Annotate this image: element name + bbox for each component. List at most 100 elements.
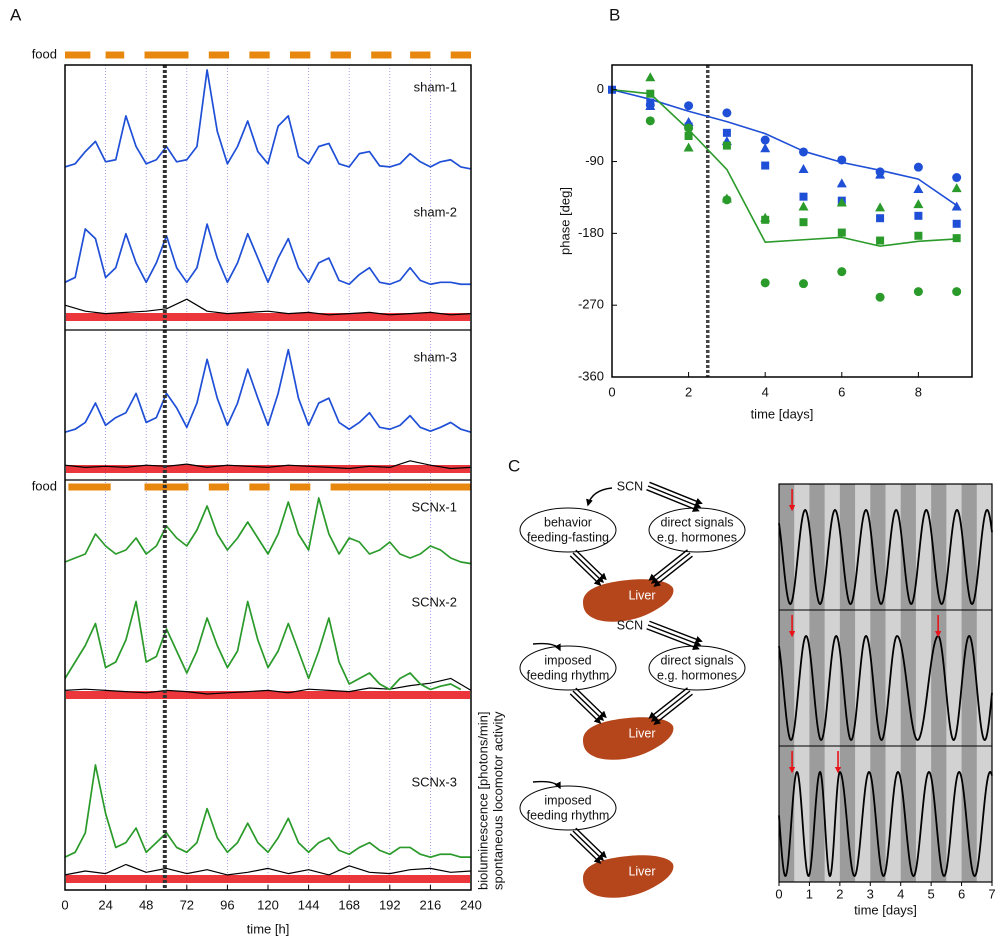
activity-line — [64, 460, 472, 470]
trace-label: SCNx-1 — [411, 499, 457, 514]
food-bar — [289, 483, 311, 491]
day-stripe — [779, 484, 795, 882]
signal-arrow — [650, 690, 691, 722]
fit-line — [611, 88, 958, 207]
scn-label: SCN — [617, 618, 643, 632]
signal-arrow — [569, 693, 602, 724]
y-axis-label: phase [deg] — [557, 187, 572, 255]
point — [684, 132, 693, 141]
signal-arrow — [647, 624, 702, 647]
x-tick-label: 6 — [958, 886, 965, 901]
liver — [583, 717, 674, 760]
x-tick-label: 72 — [180, 897, 194, 912]
x-tick-label: 1 — [806, 886, 813, 901]
point — [646, 98, 655, 107]
food-label: food — [32, 478, 57, 493]
signal-arrow — [572, 552, 605, 583]
point — [761, 215, 770, 224]
food-bar — [208, 51, 230, 59]
fit-line — [611, 88, 957, 247]
trace-label: SCNx-3 — [411, 774, 457, 789]
point — [876, 236, 885, 245]
trace — [64, 600, 462, 691]
node — [519, 507, 617, 553]
x-tick-label: 0 — [61, 897, 68, 912]
point — [799, 192, 808, 201]
food-label: food — [32, 46, 57, 61]
point — [798, 164, 809, 174]
x-tick-label: 24 — [98, 897, 112, 912]
point — [914, 211, 923, 220]
food-bar — [410, 51, 431, 59]
x-tick-label: 2 — [836, 886, 843, 901]
food-bar — [371, 51, 392, 59]
food-bar — [208, 483, 230, 491]
panel-letter: A — [10, 5, 22, 24]
trace-label: sham-3 — [414, 349, 457, 364]
point — [875, 169, 886, 179]
x-tick-label: 4 — [762, 384, 769, 399]
point — [760, 278, 770, 288]
signal-arrow — [647, 485, 702, 509]
signal-arrow — [572, 830, 605, 861]
trace — [64, 348, 472, 433]
activity-line — [64, 863, 472, 876]
food-bar — [289, 51, 311, 59]
node-text: feeding rhythm — [527, 668, 610, 682]
point — [875, 202, 886, 212]
trace-label: sham-2 — [414, 204, 457, 219]
x-axis-label: time [days] — [751, 406, 814, 421]
x-tick-label: 0 — [775, 886, 782, 901]
plot-frame — [611, 64, 973, 378]
signal-arrow — [650, 552, 691, 584]
signal-arrow — [649, 481, 703, 505]
point — [760, 143, 771, 153]
point — [722, 128, 731, 137]
y-axis-label: bioluminescence [photons/min] — [475, 712, 490, 891]
point — [721, 193, 732, 203]
node-text: direct signals — [661, 515, 734, 529]
liver-label: Liver — [628, 588, 655, 602]
x-tick-label: 144 — [298, 897, 320, 912]
y-tick-label: -90 — [585, 153, 604, 168]
point — [876, 214, 885, 223]
liver-label: Liver — [628, 864, 655, 878]
point — [913, 183, 924, 193]
point — [799, 218, 808, 227]
liver-label: Liver — [628, 726, 655, 740]
x-tick-label: 240 — [460, 897, 482, 912]
trace-label: sham-1 — [414, 79, 457, 94]
y-tick-label: -180 — [578, 225, 604, 240]
trace — [64, 69, 472, 170]
point — [914, 231, 923, 240]
x-tick-label: 8 — [915, 384, 922, 399]
point — [760, 135, 770, 145]
point — [913, 162, 923, 172]
food-bar — [330, 51, 351, 59]
point — [952, 234, 961, 243]
trace-label: SCNx-2 — [411, 594, 457, 609]
signal-arrow — [648, 687, 688, 719]
signal-arrow — [649, 620, 703, 643]
day-stripe — [809, 484, 825, 882]
node-text: direct signals — [661, 653, 734, 667]
point — [837, 228, 846, 237]
x-axis-label: time [h] — [247, 921, 290, 936]
point — [913, 199, 924, 209]
y-tick-label: -360 — [578, 368, 604, 383]
signal-arrow — [575, 827, 607, 859]
food-bar — [450, 51, 471, 59]
x-tick-label: 192 — [379, 897, 401, 912]
x-tick-label: 7 — [988, 886, 995, 901]
node-text: feeding rhythm — [527, 808, 610, 822]
plot-frame — [778, 483, 993, 883]
signal-arrow — [572, 690, 605, 721]
node-text: e.g. hormones — [657, 668, 737, 682]
control-arrow — [532, 642, 561, 652]
node — [519, 785, 617, 831]
x-tick-label: 5 — [928, 886, 935, 901]
oscillation — [778, 635, 993, 741]
point — [684, 123, 694, 133]
food-bar — [249, 483, 270, 491]
food-bar — [65, 51, 91, 59]
